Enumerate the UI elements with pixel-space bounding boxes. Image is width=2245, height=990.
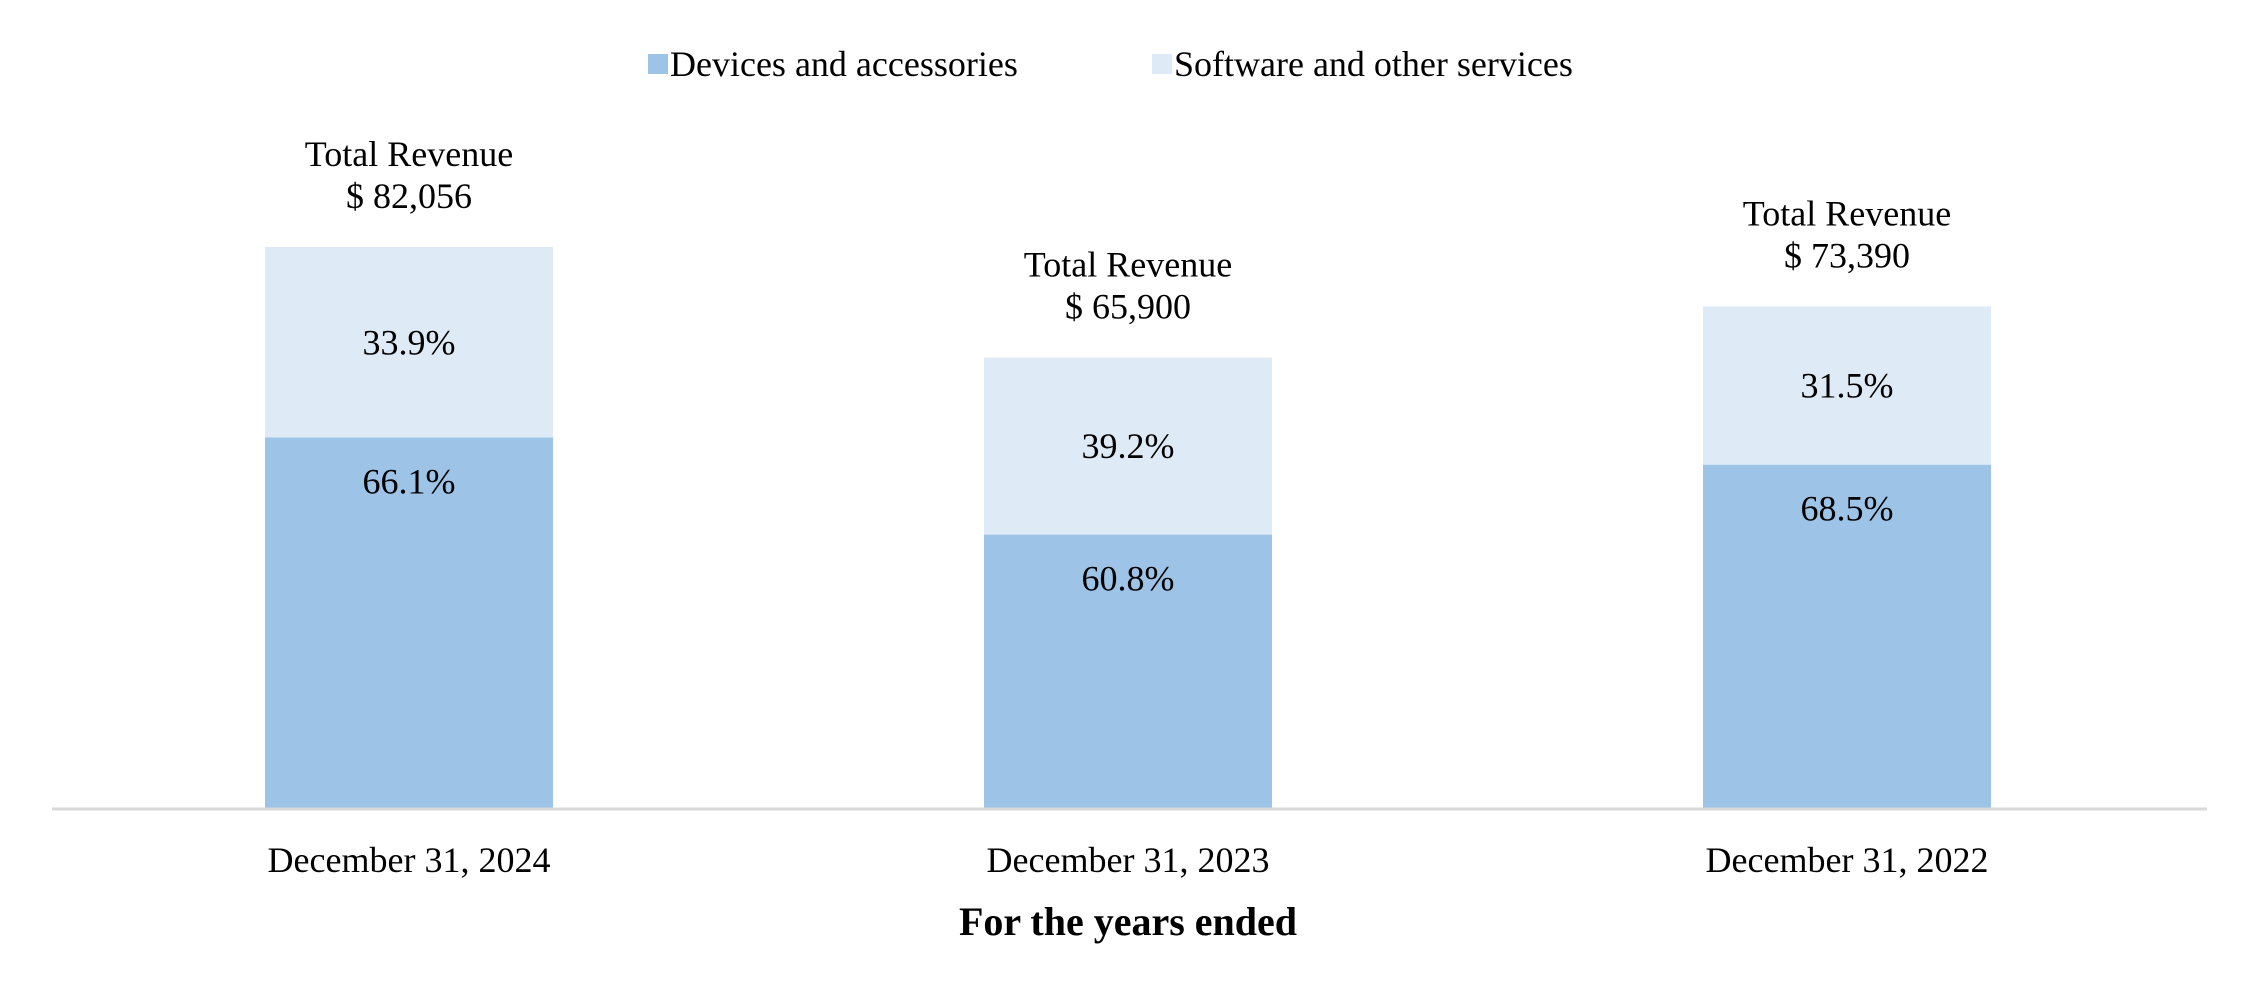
data-label: 66.1% [363, 462, 456, 502]
total-revenue-value: $ 82,056 [346, 176, 472, 216]
x-tick-label: December 31, 2023 [987, 840, 1270, 880]
bar-group: 60.8% 39.2% Total Revenue$ 65,900 [984, 245, 1272, 809]
x-tick-label: December 31, 2022 [1706, 840, 1989, 880]
legend-swatch [648, 54, 668, 74]
bars: 66.1%33.9%Total Revenue$ 82,05660.8%39.2… [265, 134, 1991, 809]
data-label: 68.5% [1801, 489, 1894, 529]
x-axis-title: For the years ended [959, 899, 1297, 944]
bar-segment-software [1703, 306, 1991, 465]
bar-segment-software [984, 357, 1272, 535]
x-tick-labels: December 31, 2024 December 31, 2023 Decemb… [268, 840, 1989, 880]
total-revenue-value: $ 65,900 [1065, 287, 1191, 327]
data-label: 39.2% [1082, 426, 1175, 466]
bar-group: 66.1% 33.9% Total Revenue$ 82,056 [265, 134, 553, 809]
bar-group: 68.5% 31.5% Total Revenue$ 73,390 [1703, 193, 1991, 809]
total-revenue-label: Total Revenue [1743, 193, 1951, 233]
bar-segment-devices [1703, 464, 1991, 809]
legend-swatch [1152, 54, 1172, 74]
legend-label: Devices and accessories [670, 44, 1018, 84]
legend-label: Software and other services [1174, 44, 1573, 84]
total-revenue-value: $ 73,390 [1784, 235, 1910, 275]
data-label: 60.8% [1082, 559, 1175, 599]
total-revenue-label: Total Revenue [1024, 245, 1232, 285]
data-label: 33.9% [363, 322, 456, 362]
total-revenue-label: Total Revenue [305, 134, 513, 174]
bar-segment-software [265, 247, 553, 438]
bar-segment-devices [984, 534, 1272, 809]
data-label: 31.5% [1801, 366, 1894, 406]
bar-segment-devices [265, 437, 553, 809]
x-tick-label: December 31, 2024 [268, 840, 551, 880]
legend: Devices and accessories Software and othe… [648, 44, 1573, 84]
